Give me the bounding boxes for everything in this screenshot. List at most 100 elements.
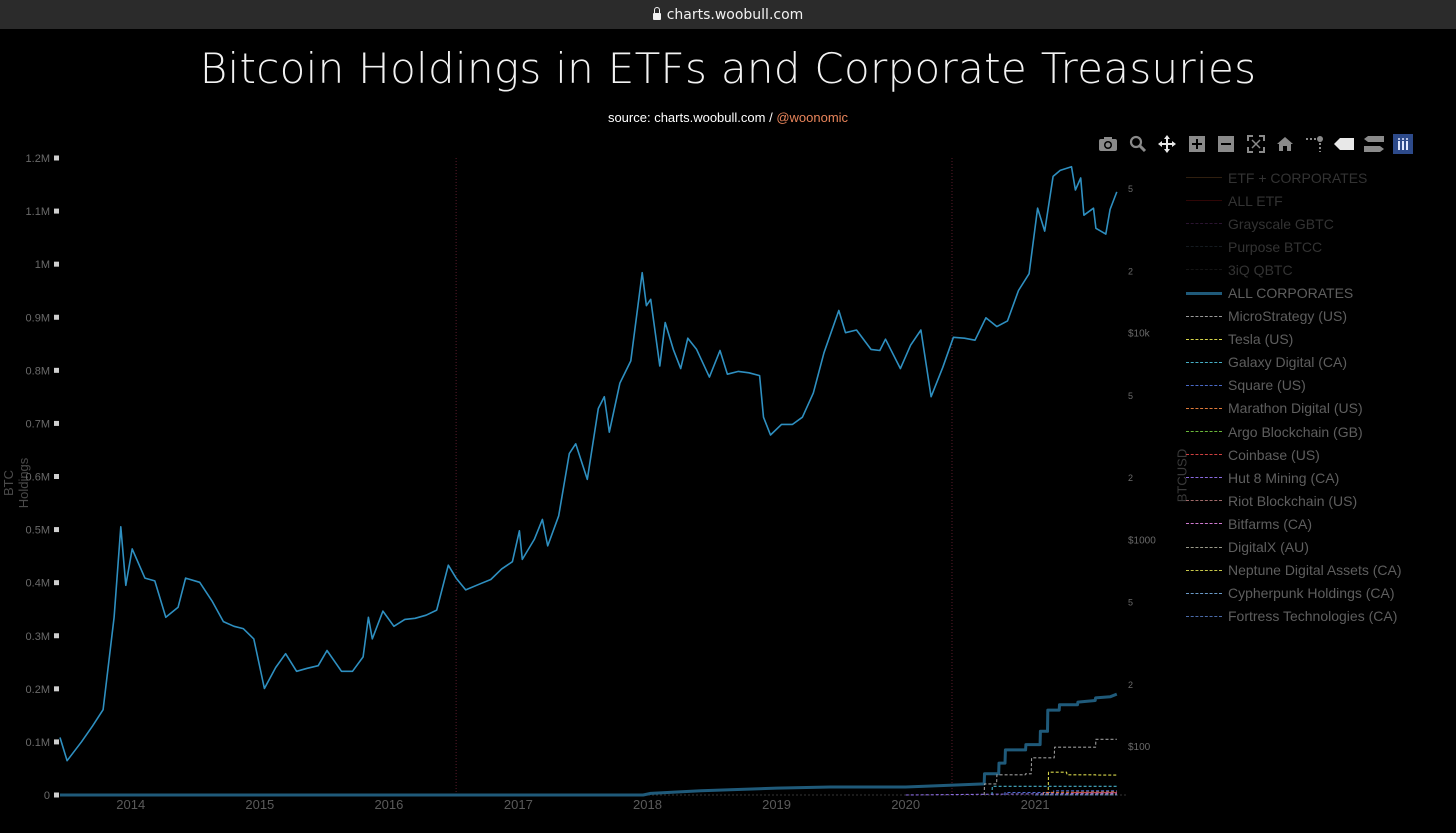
legend-swatch <box>1186 200 1222 202</box>
y-tick-label: 1M <box>35 259 50 271</box>
legend-label: Cypherpunk Holdings (CA) <box>1228 585 1395 602</box>
legend-label: ALL ETF <box>1228 192 1283 209</box>
legend-item[interactable]: ETF + CORPORATES <box>1186 166 1402 189</box>
y-tick-label: 0.6M <box>26 472 50 484</box>
y-tick-mark <box>54 792 59 798</box>
legend-item[interactable]: Bitfarms (CA) <box>1186 512 1402 535</box>
y-tick-label: 0.1M <box>26 737 50 749</box>
legend-swatch <box>1186 454 1222 456</box>
legend-item[interactable]: Argo Blockchain (GB) <box>1186 420 1402 443</box>
legend-label: 3iQ QBTC <box>1228 261 1293 278</box>
legend-item[interactable]: Marathon Digital (US) <box>1186 397 1402 420</box>
browser-url-bar[interactable]: charts.woobull.com <box>0 0 1456 29</box>
legend-label: Grayscale GBTC <box>1228 215 1334 232</box>
legend-swatch <box>1186 500 1222 502</box>
series-line-tesla-us <box>1047 771 1117 796</box>
source-handle-link[interactable]: @woonomic <box>776 110 849 125</box>
legend-item[interactable]: Riot Blockchain (US) <box>1186 489 1402 512</box>
legend-swatch <box>1186 177 1222 179</box>
y-tick-mark <box>54 261 59 267</box>
autoscale-icon[interactable] <box>1242 132 1270 156</box>
legend-swatch <box>1186 431 1222 433</box>
x-tick-label: 2018 <box>633 797 662 812</box>
hover-compare-icon[interactable] <box>1360 132 1388 156</box>
legend-label: Neptune Digital Assets (CA) <box>1228 562 1402 579</box>
plotly-logo-icon[interactable] <box>1393 134 1413 154</box>
legend-swatch <box>1186 361 1222 363</box>
x-tick-label: 2020 <box>891 797 920 812</box>
series-line-microstrategy-us <box>983 738 1117 796</box>
legend-label: Coinbase (US) <box>1228 446 1320 463</box>
y-tick-mark <box>54 739 59 745</box>
legend-swatch <box>1186 223 1222 225</box>
chart-subtitle: source: charts.woobull.com / @woonomic <box>0 110 1456 125</box>
zoom-in-icon[interactable] <box>1183 132 1211 156</box>
y-tick-mark <box>54 527 59 533</box>
zoom-icon[interactable] <box>1124 132 1152 156</box>
lock-icon <box>652 7 661 20</box>
legend-item[interactable]: ALL ETF <box>1186 189 1402 212</box>
spike-lines-icon[interactable] <box>1301 132 1329 156</box>
legend-swatch <box>1186 384 1222 386</box>
y-tick-mark <box>54 580 59 586</box>
legend-label: Riot Blockchain (US) <box>1228 492 1358 509</box>
hover-closest-icon[interactable] <box>1330 132 1358 156</box>
legend-item[interactable]: DigitalX (AU) <box>1186 536 1402 559</box>
pan-icon[interactable] <box>1153 132 1181 156</box>
x-tick-label: 2017 <box>504 797 533 812</box>
y-tick-label: 0.5M <box>26 525 50 537</box>
legend-item[interactable]: Fortress Technologies (CA) <box>1186 605 1402 628</box>
legend-item[interactable]: Square (US) <box>1186 374 1402 397</box>
legend-label: Square (US) <box>1228 377 1306 394</box>
legend-item[interactable]: Tesla (US) <box>1186 328 1402 351</box>
chart-title: Bitcoin Holdings in ETFs and Corporate T… <box>199 44 1257 93</box>
y-tick-label: 1.1M <box>26 206 50 218</box>
y2-tick-label: $100 <box>1128 742 1151 753</box>
legend-item[interactable]: ALL CORPORATES <box>1186 281 1402 304</box>
legend-item[interactable]: Coinbase (US) <box>1186 443 1402 466</box>
zoom-out-icon[interactable] <box>1212 132 1240 156</box>
camera-icon[interactable] <box>1094 132 1122 156</box>
x-tick-label: 2014 <box>116 797 145 812</box>
legend-swatch <box>1186 592 1222 594</box>
y-tick-mark <box>54 208 59 214</box>
legend-label: Tesla (US) <box>1228 331 1294 348</box>
legend-label: Purpose BTCC <box>1228 238 1323 255</box>
y-tick-label: 0.9M <box>26 312 50 324</box>
legend-swatch <box>1186 569 1222 571</box>
legend-label: Galaxy Digital (CA) <box>1228 354 1348 371</box>
legend-label: ETF + CORPORATES <box>1228 169 1368 186</box>
home-icon[interactable] <box>1271 132 1299 156</box>
y-tick-mark <box>54 420 59 426</box>
legend-item[interactable]: 3iQ QBTC <box>1186 258 1402 281</box>
y-tick-label: 0.2M <box>26 684 50 696</box>
x-tick-label: 2015 <box>245 797 274 812</box>
x-tick-label: 2019 <box>762 797 791 812</box>
legend-label: DigitalX (AU) <box>1228 539 1309 556</box>
legend-swatch <box>1186 477 1222 479</box>
legend-item[interactable]: Neptune Digital Assets (CA) <box>1186 559 1402 582</box>
modebar <box>1094 132 1415 156</box>
legend-item[interactable]: Grayscale GBTC <box>1186 212 1402 235</box>
y-tick-mark <box>54 474 59 479</box>
y2-tick-label: $1000 <box>1128 535 1156 546</box>
legend-item[interactable]: Purpose BTCC <box>1186 235 1402 258</box>
legend-label: Marathon Digital (US) <box>1228 400 1363 417</box>
legend-swatch <box>1186 407 1222 409</box>
legend-item[interactable]: MicroStrategy (US) <box>1186 305 1402 328</box>
url-text: charts.woobull.com <box>666 6 804 23</box>
y2-tick-label: 5 <box>1128 598 1133 608</box>
x-tick-label: 2016 <box>374 797 403 812</box>
y-tick-mark <box>54 633 59 639</box>
legend-item[interactable]: Cypherpunk Holdings (CA) <box>1186 582 1402 605</box>
legend-item[interactable]: Galaxy Digital (CA) <box>1186 351 1402 374</box>
legend-label: Fortress Technologies (CA) <box>1228 608 1398 625</box>
legend-swatch <box>1186 291 1222 295</box>
y-tick-mark <box>54 686 59 692</box>
legend-item[interactable]: Hut 8 Mining (CA) <box>1186 466 1402 489</box>
series-line-all-corporates <box>60 692 1118 797</box>
legend-label: Hut 8 Mining (CA) <box>1228 469 1340 486</box>
y-tick-label: 0.8M <box>26 365 50 377</box>
legend-label: Bitfarms (CA) <box>1228 515 1312 532</box>
